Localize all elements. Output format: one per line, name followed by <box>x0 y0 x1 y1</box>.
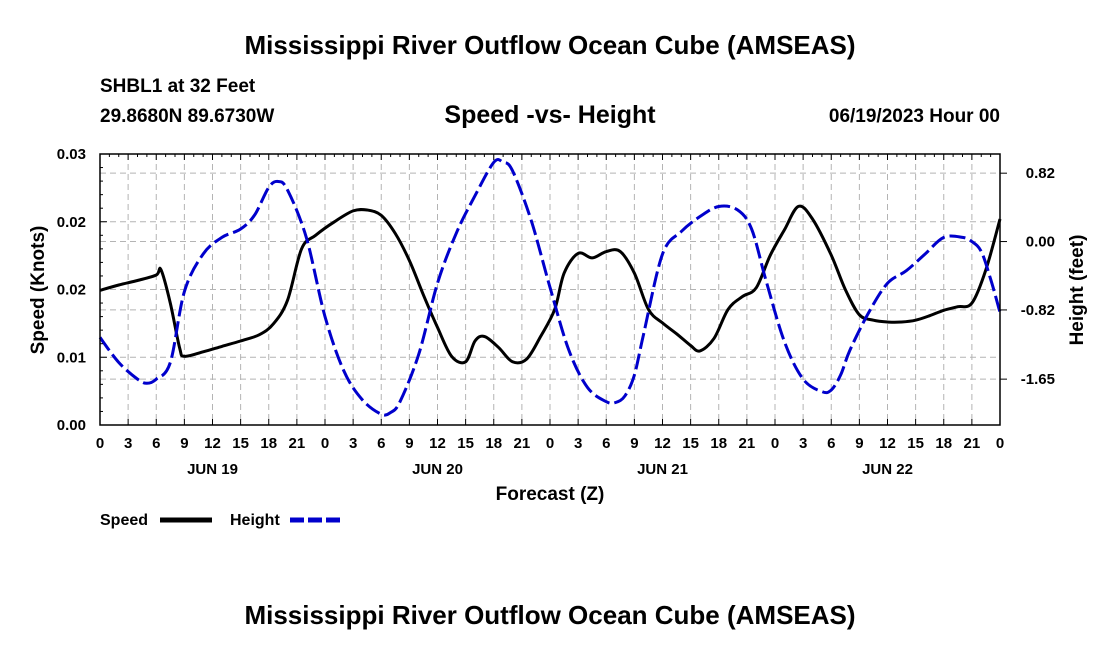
x-tick-label: 3 <box>349 435 357 452</box>
location-label: 29.8680N 89.6730W <box>100 106 275 127</box>
y2-axis-label: Height (feet) <box>1067 235 1088 346</box>
axis-ticks <box>99 153 1007 426</box>
x-tick-label: 3 <box>574 435 582 452</box>
x-tick-label: 15 <box>232 435 249 452</box>
x-tick-label: 21 <box>964 435 981 452</box>
station-label: SHBL1 at 32 Feet <box>100 76 256 97</box>
x-tick-label: 15 <box>457 435 474 452</box>
day-label: JUN 22 <box>862 461 913 478</box>
y-tick-label: 0.03 <box>57 146 86 163</box>
x-axis-label: Forecast (Z) <box>496 484 605 505</box>
x-tick-label: 18 <box>710 435 727 452</box>
legend-height-label: Height <box>230 512 280 529</box>
series-layer <box>98 158 1002 417</box>
x-tick-label: 0 <box>321 435 329 452</box>
chart-main-title: Mississippi River Outflow Ocean Cube (AM… <box>244 30 856 60</box>
legend: Speed Height <box>100 512 342 529</box>
day-label: JUN 19 <box>187 461 238 478</box>
x-tick-label: 9 <box>180 435 188 452</box>
x-tick-label: 0 <box>771 435 779 452</box>
x-tick-label: 9 <box>855 435 863 452</box>
datetime-label: 06/19/2023 Hour 00 <box>828 106 1000 127</box>
footer-title: Mississippi River Outflow Ocean Cube (AM… <box>244 600 856 630</box>
x-tick-label: 21 <box>514 435 531 452</box>
x-tick-label: 9 <box>630 435 638 452</box>
x-tick-label: 6 <box>152 435 160 452</box>
x-tick-label: 3 <box>799 435 807 452</box>
x-tick-label: 21 <box>739 435 756 452</box>
x-tick-label: 6 <box>377 435 385 452</box>
axis-tick-labels: 0 3 6 9 12 15 18 21 0 3 6 9 12 15 18 21 0 3 6 9 12 15 18 21 0 3 6 9… <box>57 146 1055 478</box>
legend-speed-label: Speed <box>100 512 148 529</box>
y-tick-label: 0.02 <box>57 214 86 231</box>
day-label: JUN 21 <box>637 461 688 478</box>
y2-tick-label: -0.82 <box>1021 302 1055 319</box>
y-tick-label: 0.01 <box>57 349 86 366</box>
x-tick-label: 9 <box>405 435 413 452</box>
y2-tick-label: 0.00 <box>1026 234 1055 251</box>
x-tick-label: 15 <box>907 435 924 452</box>
x-tick-label: 6 <box>602 435 610 452</box>
y-axis-label: Speed (Knots) <box>28 226 49 355</box>
x-tick-label: 6 <box>827 435 835 452</box>
x-tick-label: 18 <box>935 435 952 452</box>
x-tick-label: 12 <box>654 435 671 452</box>
x-tick-label: 18 <box>485 435 502 452</box>
x-tick-label: 0 <box>546 435 554 452</box>
x-tick-label: 15 <box>682 435 699 452</box>
height-series-line <box>98 158 1002 417</box>
y-tick-label: 0.02 <box>57 282 86 299</box>
x-tick-label: 12 <box>879 435 896 452</box>
x-tick-label: 0 <box>96 435 104 452</box>
x-tick-label: 21 <box>289 435 306 452</box>
y2-tick-label: 0.82 <box>1026 165 1055 182</box>
y-tick-label: 0.00 <box>57 417 86 434</box>
y2-tick-label: -1.65 <box>1021 371 1055 388</box>
day-label: JUN 20 <box>412 461 463 478</box>
x-tick-label: 0 <box>996 435 1004 452</box>
x-tick-label: 12 <box>429 435 446 452</box>
x-tick-label: 12 <box>204 435 221 452</box>
x-tick-label: 18 <box>260 435 277 452</box>
chart-subtitle: Speed -vs- Height <box>444 101 656 129</box>
grid-lines <box>100 154 1000 425</box>
x-tick-label: 3 <box>124 435 132 452</box>
